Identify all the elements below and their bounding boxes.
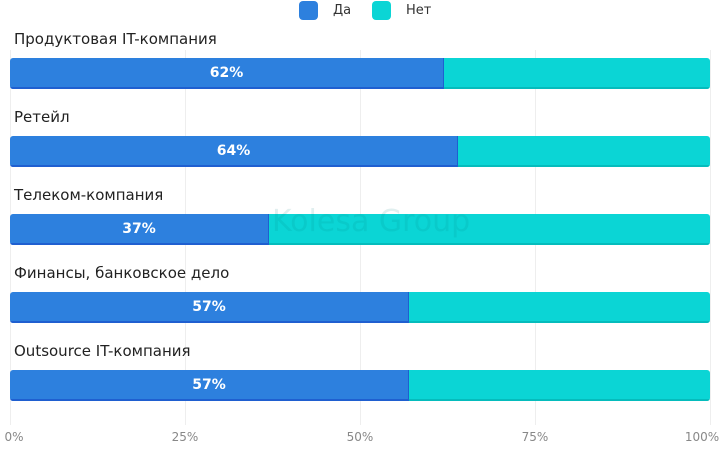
category-label: Финансы, банковское дело: [14, 264, 230, 282]
legend-item-yes[interactable]: Да: [299, 1, 351, 20]
category-label: Outsource IT-компания: [14, 342, 191, 360]
bar-no[interactable]: [409, 370, 710, 401]
bar-no[interactable]: [444, 58, 710, 89]
bar-yes[interactable]: 57%: [10, 292, 409, 323]
bar-yes[interactable]: 37%: [10, 214, 269, 245]
bar-row: 37%: [10, 214, 710, 245]
legend-label-no: Нет: [406, 3, 432, 18]
bar-yes[interactable]: 62%: [10, 58, 444, 89]
x-tick-label: 25%: [171, 430, 199, 444]
legend: Да Нет: [0, 0, 728, 22]
legend-item-no[interactable]: Нет: [372, 1, 431, 20]
bar-no[interactable]: [458, 136, 710, 167]
x-tick-label: 50%: [346, 430, 374, 444]
gridline: [710, 50, 711, 425]
bar-row: 62%: [10, 58, 710, 89]
bar-row: 64%: [10, 136, 710, 167]
x-tick-label: 100%: [684, 430, 720, 444]
bar-yes[interactable]: 57%: [10, 370, 409, 401]
category-label: Телеком-компания: [14, 186, 164, 204]
bar-row: 57%: [10, 370, 710, 401]
category-label: Продуктовая IT-компания: [14, 30, 217, 48]
legend-label-yes: Да: [333, 3, 352, 18]
bar-yes[interactable]: 64%: [10, 136, 458, 167]
bar-no[interactable]: [409, 292, 710, 323]
bar-no[interactable]: [269, 214, 710, 245]
category-label: Ретейл: [14, 108, 70, 126]
x-tick-label: 75%: [521, 430, 549, 444]
bar-row: 57%: [10, 292, 710, 323]
legend-swatch-yes: [299, 1, 318, 20]
x-tick-label: 0%: [4, 430, 24, 444]
legend-swatch-no: [372, 1, 391, 20]
